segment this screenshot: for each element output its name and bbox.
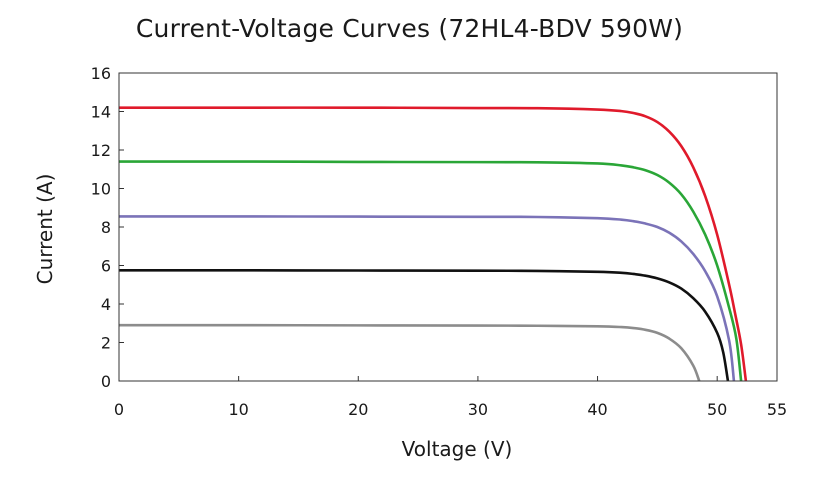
tick-layer: 0 10 20 30 40 50 55 0 2 4 6 8 10 12 14 16 — [91, 64, 788, 419]
x-tick-label: 40 — [587, 400, 607, 419]
y-tick-label: 14 — [91, 103, 111, 122]
chart-title: Current-Voltage Curves (72HL4-BDV 590W) — [135, 14, 684, 43]
x-tick-label: 0 — [114, 400, 124, 419]
iv-curve-series-3 — [118, 215, 736, 382]
x-axis-label: Voltage (V) — [402, 437, 513, 461]
y-axis-label: Current (A) — [33, 174, 57, 285]
y-tick-label: 10 — [91, 180, 111, 199]
iv-curve-series-1 — [118, 106, 748, 382]
series-layer — [118, 106, 748, 382]
plot-frame — [118, 72, 778, 382]
y-tick-label: 16 — [91, 64, 111, 83]
y-tick-label: 2 — [101, 334, 111, 353]
iv-curve-series-2 — [118, 160, 743, 382]
x-tick-label: 50 — [707, 400, 727, 419]
iv-curve-series-4 — [118, 268, 730, 382]
y-tick-label: 4 — [101, 295, 111, 314]
y-tick-label: 8 — [101, 218, 111, 237]
y-tick-label: 6 — [101, 257, 111, 276]
x-tick-label: 55 — [767, 400, 787, 419]
x-tick-label: 10 — [228, 400, 248, 419]
iv-curve-series-5 — [118, 323, 701, 382]
x-tick-label: 30 — [468, 400, 488, 419]
x-tick-label: 20 — [348, 400, 368, 419]
y-tick-label: 0 — [101, 372, 111, 391]
y-tick-label: 12 — [91, 141, 111, 160]
